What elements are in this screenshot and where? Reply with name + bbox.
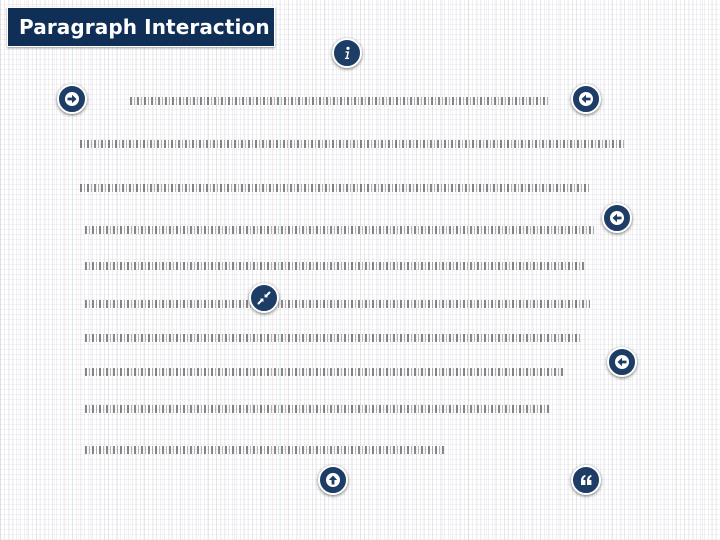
arrow-up-icon	[326, 473, 340, 487]
back-button[interactable]	[602, 203, 632, 233]
paragraph-line	[85, 405, 550, 413]
shrink-icon	[257, 291, 271, 305]
quote-icon	[581, 475, 592, 485]
arrow-right-icon	[65, 92, 79, 106]
back-button[interactable]	[607, 347, 637, 377]
paragraph-line	[85, 368, 565, 376]
back-button[interactable]	[571, 84, 601, 114]
paragraph-line	[85, 334, 580, 342]
arrow-left-icon	[615, 355, 629, 369]
paragraph-line	[85, 300, 590, 308]
info-icon	[344, 46, 350, 59]
arrow-left-icon	[579, 92, 593, 106]
page-title: Paragraph Interaction	[7, 7, 275, 47]
page-title-text: Paragraph Interaction	[19, 15, 270, 39]
arrow-left-icon	[610, 211, 624, 225]
paragraph-line	[85, 226, 595, 234]
paragraph-line	[80, 140, 625, 148]
paragraph-line	[130, 97, 550, 105]
paragraph-line	[80, 184, 590, 192]
paragraph-line	[85, 446, 445, 454]
shrink-button[interactable]	[249, 283, 279, 313]
quote-button[interactable]	[571, 465, 601, 495]
paragraph-line	[85, 262, 585, 270]
up-button[interactable]	[318, 465, 348, 495]
info-button[interactable]	[332, 38, 362, 68]
forward-button[interactable]	[57, 84, 87, 114]
